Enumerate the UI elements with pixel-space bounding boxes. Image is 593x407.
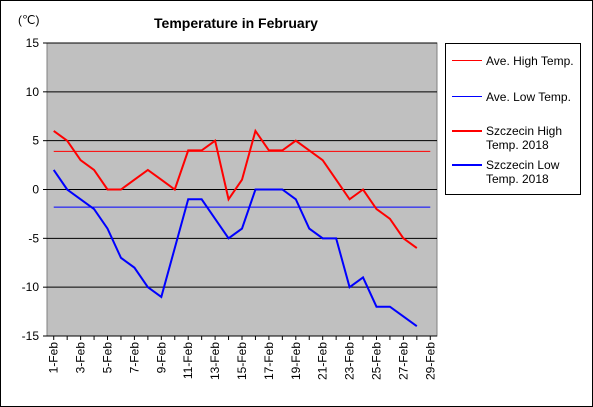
y-tick-label: -10 (22, 280, 40, 294)
y-tick-label: 0 (32, 183, 39, 197)
legend-label: Szczecin High Temp. 2018 (486, 124, 563, 152)
y-tick-label: -5 (28, 231, 39, 245)
chart-title: Temperature in February (154, 15, 318, 31)
y-axis-label: (℃) (18, 13, 39, 27)
x-tick-label: 21-Feb (316, 342, 330, 380)
x-tick-label: 9-Feb (154, 342, 168, 374)
legend-label: Szczecin Low Temp. 2018 (486, 158, 560, 186)
series-line (53, 128, 418, 249)
legend-swatch (452, 96, 482, 97)
legend-swatch (452, 60, 482, 61)
x-tick-label: 15-Feb (235, 342, 249, 380)
x-tick-label: 5-Feb (101, 342, 115, 374)
x-tick-label: 29-Feb (423, 342, 437, 380)
x-tick-label: 1-Feb (47, 342, 61, 374)
x-tick-label: 3-Feb (74, 342, 88, 374)
legend-swatch (452, 130, 482, 132)
x-tick-label: 11-Feb (181, 342, 195, 379)
legend-label: Ave. Low Temp. (486, 90, 571, 104)
series-line (52, 169, 418, 328)
legend: Ave. High Temp. Ave. Low Temp. Szczecin Hi… (445, 43, 581, 195)
legend-label: Ave. High Temp. (486, 54, 574, 68)
x-tick-label: 23-Feb (343, 342, 357, 380)
y-tick-label: 10 (26, 85, 40, 99)
x-tick-label: 27-Feb (396, 342, 410, 380)
legend-swatch (452, 164, 482, 166)
y-tick-label: 15 (26, 36, 40, 50)
x-tick-label: 25-Feb (369, 342, 383, 380)
x-tick-label: 7-Feb (127, 342, 141, 374)
y-tick-label: 5 (32, 134, 39, 148)
x-tick-label: 17-Feb (262, 342, 276, 380)
y-tick-label: -15 (22, 329, 40, 343)
x-tick-label: 19-Feb (289, 342, 303, 380)
x-tick-label: 13-Feb (208, 342, 222, 380)
